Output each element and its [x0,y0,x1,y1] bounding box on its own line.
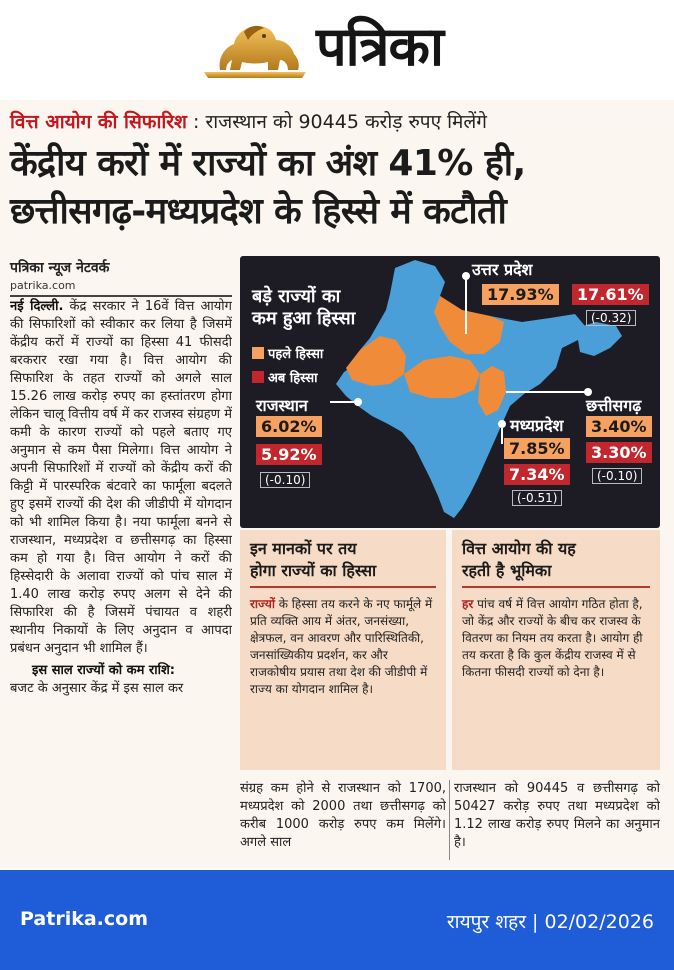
article-column-1: नई दिल्ली. केंद्र सरकार ने 16वें वित्त आ… [10,298,232,856]
legend-after: अब हिस्सा [252,368,318,386]
share-after-up: 17.61% [572,284,649,305]
footer-edition-date: रायपुर शहर | 02/02/2026 [446,911,654,933]
info-box-role-body: पांच वर्ष में वित्त आयोग गठित होता है, ज… [462,597,643,679]
article-column-3: राजस्थान को 90445 व छत्तीसगढ़ को 50427 क… [454,781,660,850]
article-body-col1: केंद्र सरकार ने 16वें वित्त आयोग की सिफा… [10,299,232,656]
legend-before-swatch-icon [252,347,264,359]
share-before-mp: 7.85% [504,438,570,459]
byline-divider [10,295,232,297]
graphic-title-line-1: बड़े राज्यों का [252,286,341,307]
headline: केंद्रीय करों में राज्यों का अंश 41% ही,… [10,140,526,236]
info-box-criteria: इन मानकों पर तय होगा राज्यों का हिस्सा र… [240,530,446,770]
info-box-role-text: हर पांच वर्ष में वित्त आयोग गठित होता है… [462,596,650,681]
legend-before: पहले हिस्सा [252,344,323,362]
share-before-chhattisgarh: 3.40% [586,416,652,437]
headline-line-1: केंद्रीय करों में राज्यों का अंश 41% ही, [10,143,526,184]
graphic-title-line-2: कम हुआ हिस्सा [252,308,356,329]
share-after-chhattisgarh: 3.30% [586,442,652,463]
info-box-criteria-title-line-1: इन मानकों पर तय [250,539,357,558]
info-box-role-title: वित्त आयोग की यह रहती है भूमिका [462,538,650,588]
info-box-role-lead: हर [462,597,474,611]
share-change-up: (-0.32) [586,310,637,326]
legend-after-label: अब हिस्सा [268,371,318,386]
state-name-mp: मध्यप्रदेश [510,416,564,435]
kicker-separator: : [186,111,206,133]
share-change-chhattisgarh: (-0.10) [592,468,643,484]
state-name-rajasthan: राजस्थान [256,396,308,415]
legend-before-label: पहले हिस्सा [268,347,324,362]
info-box-role: वित्त आयोग की यह रहती है भूमिका हर पांच … [452,530,660,770]
share-change-mp: (-0.51) [512,490,563,506]
brand-logo: पत्रिका [316,14,444,78]
info-box-criteria-title: इन मानकों पर तय होगा राज्यों का हिस्सा [250,538,436,588]
footer-bar: Patrika.com रायपुर शहर | 02/02/2026 [0,870,674,970]
share-map-graphic: बड़े राज्यों का कम हुआ हिस्सा पहले हिस्स… [240,256,660,528]
column-divider [449,780,450,860]
legend-after-swatch-icon [252,371,264,383]
masthead: पत्रिका [0,0,674,92]
india-map-icon [330,260,622,518]
kicker-label: वित्त आयोग की सिफारिश [10,111,187,133]
byline: पत्रिका न्यूज नेटवर्क [10,260,110,276]
info-box-criteria-lead: राज्यों [250,597,275,611]
share-after-mp: 7.34% [504,464,570,485]
kicker-text: राजस्थान को 90445 करोड़ रुपए मिलेंगे [205,111,488,133]
footer-site-link[interactable]: Patrika.com [20,908,148,930]
byline-website: patrika.com [10,279,76,292]
headline-line-2: छत्तीसगढ़-मध्यप्रदेश के हिस्से में कटौती [10,191,507,232]
state-name-chhattisgarh: छत्तीसगढ़ [586,396,642,415]
share-before-up: 17.93% [482,284,559,305]
state-name-up: उत्तर प्रदेश [472,260,533,279]
dateline: नई दिल्ली. [10,299,64,314]
share-before-rajasthan: 6.02% [256,416,322,437]
info-box-role-title-line-1: वित्त आयोग की यह [462,539,576,558]
share-change-rajasthan: (-0.10) [260,472,311,488]
graphic-title: बड़े राज्यों का कम हुआ हिस्सा [252,286,355,330]
info-box-criteria-text: राज्यों के हिस्सा तय करने के नए फार्मूले… [250,596,436,698]
lion-emblem-icon [204,25,306,78]
info-box-role-title-line-2: रहती है भूमिका [462,561,552,580]
article-column-2: संग्रह कम होने से राजस्थान को 1700, मध्य… [240,781,446,850]
article-subhead: इस साल राज्यों को कम राशि: [32,663,175,678]
kicker: वित्त आयोग की सिफारिश : राजस्थान को 9044… [10,108,487,134]
article-body-col1-end: बजट के अनुसार केंद्र में इस साल कर [10,681,184,696]
info-box-criteria-body: के हिस्सा तय करने के नए फार्मूले में प्र… [250,597,433,696]
share-after-rajasthan: 5.92% [256,444,322,465]
info-box-criteria-title-line-2: होगा राज्यों का हिस्सा [250,561,377,580]
